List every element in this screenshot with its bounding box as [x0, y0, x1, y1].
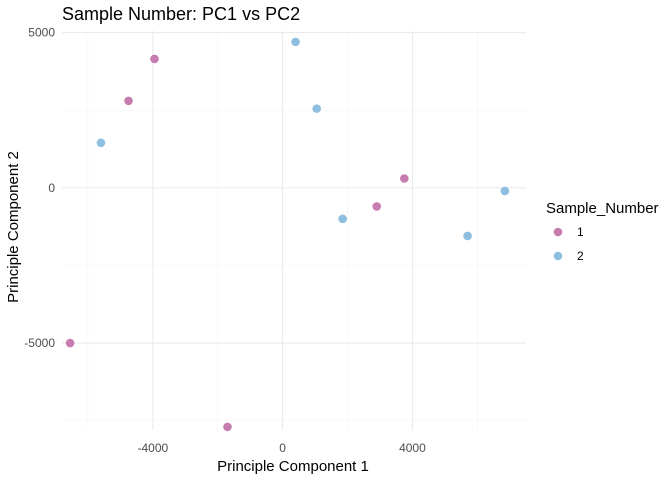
x-tick-label: 4000 [399, 441, 426, 455]
x-tick-label: 0 [279, 441, 286, 455]
x-axis-ticks: -4000 0 4000 [138, 441, 427, 455]
data-point-series-1 [65, 338, 75, 348]
legend-label-1: 1 [577, 225, 584, 239]
legend-key-1 [553, 227, 563, 237]
legend-label-2: 2 [577, 249, 584, 263]
data-point-series-1 [124, 96, 133, 106]
x-tick-label: -4000 [138, 441, 169, 455]
y-tick-label: 5000 [28, 26, 55, 40]
data-point-series-2 [500, 186, 510, 196]
data-point-series-1 [372, 202, 382, 211]
data-point-series-2 [338, 214, 347, 224]
legend-key-2 [553, 251, 563, 261]
data-point-series-2 [96, 138, 106, 148]
grid [62, 31, 526, 430]
legend: Sample_Number 1 2 [546, 200, 659, 263]
x-axis-title: Principle Component 1 [217, 458, 369, 475]
y-tick-label: -5000 [24, 336, 55, 350]
data-point-series-2 [463, 231, 472, 241]
data-point-series-1 [223, 422, 232, 432]
data-point-series-2 [312, 104, 322, 113]
y-tick-label: 0 [48, 181, 55, 195]
y-axis-title: Principle Component 2 [5, 151, 22, 303]
y-axis-ticks: -5000 0 5000 [24, 26, 55, 351]
data-point-series-1 [150, 54, 159, 64]
data-point-series-2 [291, 37, 300, 47]
legend-title: Sample_Number [546, 200, 659, 217]
data-point-series-1 [400, 174, 409, 183]
data-points [65, 37, 510, 432]
chart-title: Sample Number: PC1 vs PC2 [62, 4, 300, 24]
